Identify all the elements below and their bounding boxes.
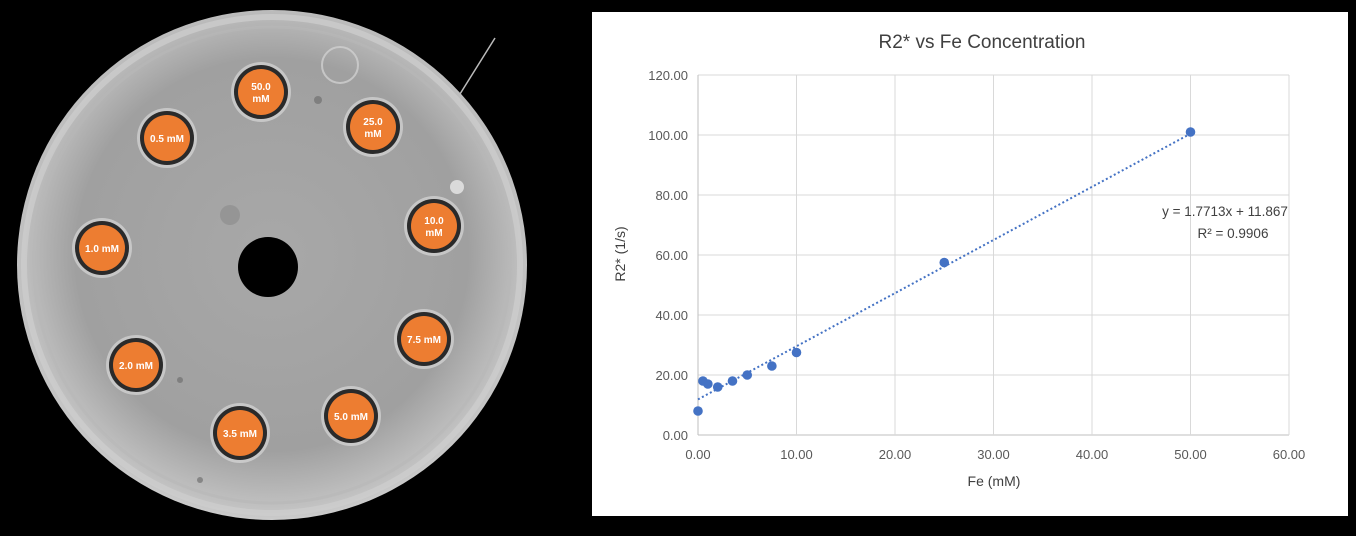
vial-marker bbox=[144, 115, 190, 161]
data-point bbox=[712, 382, 723, 392]
data-point bbox=[767, 361, 777, 371]
vial-label: 3.5 mM bbox=[223, 429, 257, 440]
vial: 0.5 mM bbox=[137, 108, 197, 168]
vial: 50.0 mM bbox=[231, 62, 291, 122]
data-point bbox=[939, 257, 950, 268]
data-point bbox=[693, 406, 703, 416]
vial-marker bbox=[217, 410, 263, 456]
x-tick-label: 50.00 bbox=[1174, 447, 1207, 462]
x-tick-label: 10.00 bbox=[780, 447, 813, 462]
chart-panel: 0.00 20.00 40.00 60.00 80.00 100.00 120.00 0.00… bbox=[592, 12, 1348, 516]
data-point bbox=[1185, 127, 1196, 137]
y-tick-label: 80.00 bbox=[655, 188, 688, 203]
y-tick-label: 20.00 bbox=[655, 368, 688, 383]
trendline-r-squared: R² = 0.9906 bbox=[1198, 226, 1269, 241]
vial-marker bbox=[238, 69, 284, 115]
vial-label: 50.0 mM bbox=[251, 82, 271, 105]
vial-label: 10.0 mM bbox=[424, 216, 444, 239]
vial-label: 1.0 mM bbox=[85, 244, 119, 255]
y-tick-label: 0.00 bbox=[663, 428, 688, 443]
x-tick-label: 60.00 bbox=[1273, 447, 1306, 462]
center-hole bbox=[238, 237, 298, 297]
chart-title: R2* vs Fe Concentration bbox=[879, 32, 1086, 53]
vial-marker bbox=[401, 316, 447, 362]
phantom-image-panel: 50.0 mM 25.0 mM 10.0 mM 7.5 mM 5.0 mM 3.5 mM 2.0 … bbox=[0, 0, 590, 531]
x-tick-label: 0.00 bbox=[685, 447, 710, 462]
y-axis-title: R2* (1/s) bbox=[612, 226, 628, 281]
trendline-equation: y = 1.7713x + 11.867 bbox=[1162, 204, 1288, 219]
vial: 10.0 mM bbox=[404, 196, 464, 256]
vial-label: 0.5 mM bbox=[150, 134, 184, 145]
y-tick-label: 120.00 bbox=[648, 68, 688, 83]
data-point bbox=[742, 370, 753, 380]
y-tick-label: 40.00 bbox=[655, 308, 688, 323]
vial-label: 25.0 mM bbox=[363, 117, 383, 140]
vial-label: 2.0 mM bbox=[119, 361, 153, 372]
vial: 2.0 mM bbox=[106, 335, 166, 395]
vial-marker bbox=[350, 104, 396, 150]
vial-marker bbox=[79, 225, 125, 271]
y-tick-label: 60.00 bbox=[655, 248, 688, 263]
vial: 5.0 mM bbox=[321, 386, 381, 446]
x-axis-title: Fe (mM) bbox=[968, 473, 1021, 489]
data-point bbox=[727, 376, 738, 386]
phantom-image: 50.0 mM 25.0 mM 10.0 mM 7.5 mM 5.0 mM 3.5 mM 2.0 … bbox=[17, 10, 527, 520]
vial: 7.5 mM bbox=[394, 309, 454, 369]
vial: 1.0 mM bbox=[72, 218, 132, 278]
air-bubble bbox=[321, 46, 359, 84]
scatter-chart: 0.00 20.00 40.00 60.00 80.00 100.00 120.00 0.00… bbox=[612, 32, 1306, 489]
vial-label: 5.0 mM bbox=[334, 412, 368, 423]
vial-label: 7.5 mM bbox=[407, 335, 441, 346]
x-tick-label: 40.00 bbox=[1076, 447, 1109, 462]
data-point bbox=[703, 379, 713, 389]
x-tick-label: 20.00 bbox=[879, 447, 912, 462]
y-tick-label: 100.00 bbox=[648, 128, 688, 143]
data-point bbox=[791, 347, 802, 358]
vial-marker bbox=[113, 342, 159, 388]
x-tick-label: 30.00 bbox=[977, 447, 1010, 462]
vial: 25.0 mM bbox=[343, 97, 403, 157]
vial-marker bbox=[328, 393, 374, 439]
vial: 3.5 mM bbox=[210, 403, 270, 463]
vial-marker bbox=[411, 203, 457, 249]
